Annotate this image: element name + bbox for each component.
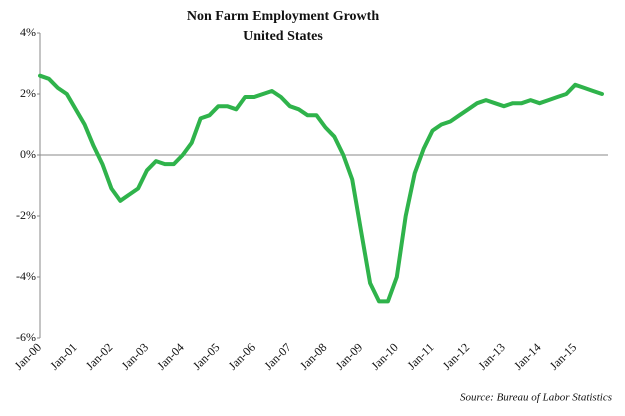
x-tick-label: Jan-06	[226, 340, 259, 373]
y-tick-label: -6%	[16, 330, 36, 344]
x-tick-label: Jan-09	[333, 340, 366, 373]
x-tick-label: Jan-00	[12, 340, 45, 373]
x-tick-label: Jan-14	[511, 340, 544, 373]
source-note: Source: Bureau of Labor Statistics	[460, 392, 612, 404]
data-line	[38, 73, 604, 304]
chart-subtitle: United States	[243, 29, 323, 44]
x-tick-label: Jan-04	[154, 340, 187, 373]
y-tick-label: -4%	[16, 269, 36, 283]
y-tick-label: 2%	[20, 86, 36, 100]
y-tick-label: -2%	[16, 208, 36, 222]
y-tick-label: 4%	[20, 25, 36, 39]
x-tick-label: Jan-07	[261, 340, 294, 373]
y-tick-label: 0%	[20, 147, 36, 161]
x-tick-label: Jan-15	[547, 340, 580, 373]
x-tick-label: Jan-11	[404, 340, 436, 372]
x-tick-label: Jan-03	[119, 340, 152, 373]
x-tick-label: Jan-05	[190, 340, 223, 373]
x-tick-label: Jan-01	[47, 340, 80, 373]
x-tick-label: Jan-02	[83, 340, 116, 373]
x-tick-label: Jan-08	[297, 340, 330, 373]
x-tick-label: Jan-12	[440, 340, 473, 373]
chart-title: Non Farm Employment Growth	[187, 9, 379, 24]
x-tick-label: Jan-13	[475, 340, 508, 373]
x-tick-label: Jan-10	[368, 340, 401, 373]
